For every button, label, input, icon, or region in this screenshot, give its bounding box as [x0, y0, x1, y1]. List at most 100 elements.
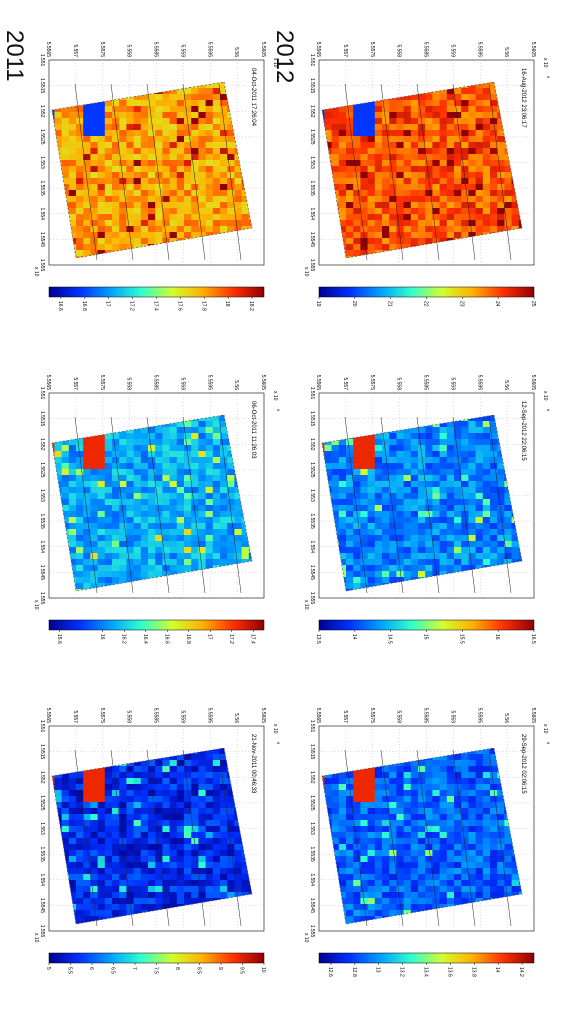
heatmap-cell: [155, 565, 163, 572]
heatmap-cell: [126, 154, 134, 161]
heatmap-cell: [155, 208, 163, 215]
heatmap-cell: [169, 493, 177, 500]
heatmap-cell: [176, 172, 184, 179]
heatmap-cell: [205, 469, 213, 476]
heatmap-cell: [418, 457, 426, 464]
heatmap-cell: [83, 517, 91, 524]
heatmap-cell: [410, 463, 418, 470]
heatmap-cell: [198, 178, 206, 185]
heatmap-cell: [205, 760, 213, 767]
heatmap-cell: [504, 190, 512, 197]
heatmap-cell: [220, 547, 228, 554]
heatmap-cell: [310, 172, 318, 179]
heatmap-cell: [475, 208, 483, 215]
heatmap-cell: [104, 790, 112, 797]
heatmap-cell: [97, 202, 105, 209]
heatmap-cell: [396, 220, 404, 227]
heatmap-cell: [184, 820, 192, 827]
heatmap-cell: [169, 268, 177, 275]
heatmap-cell: [126, 499, 134, 506]
heatmap-cell: [360, 154, 368, 161]
heatmap-cell: [198, 118, 206, 125]
heatmap-cell: [169, 166, 177, 173]
heatmap-cell: [97, 517, 105, 524]
heatmap-cell: [432, 142, 440, 149]
heatmap-cell: [446, 172, 454, 179]
heatmap-cell: [227, 214, 235, 221]
heatmap-cell: [68, 166, 76, 173]
heatmap-cell: [155, 778, 163, 785]
heatmap-cell: [205, 118, 213, 125]
heatmap-cell: [119, 844, 127, 851]
heatmap-cell: [61, 451, 69, 458]
heatmap-cell: [324, 118, 332, 125]
heatmap-cell: [148, 868, 156, 875]
heatmap-cell: [346, 124, 354, 131]
heatmap-cell: [126, 130, 134, 137]
heatmap-cell: [367, 463, 375, 470]
heatmap-cell: [61, 499, 69, 506]
heatmap-cell: [68, 802, 76, 809]
heatmap-cell: [169, 196, 177, 203]
heatmap-cell: [360, 499, 368, 506]
heatmap-cell: [83, 493, 91, 500]
heatmap-cell: [205, 124, 213, 131]
heatmap-cell: [126, 886, 134, 893]
heatmap-cell: [310, 220, 318, 227]
heatmap-cell: [338, 511, 346, 518]
heatmap-cell: [76, 868, 84, 875]
heatmap-cell: [76, 505, 84, 512]
heatmap-cell: [176, 214, 184, 221]
heatmap-cell: [198, 481, 206, 488]
heatmap-cell: [439, 184, 447, 191]
heatmap-cell: [227, 934, 235, 941]
heatmap-cell: [162, 154, 170, 161]
heatmap-cell: [169, 202, 177, 209]
heatmap-cell: [155, 184, 163, 191]
heatmap-cell: [418, 172, 426, 179]
heatmap-cell: [446, 196, 454, 203]
heatmap-cell: [162, 184, 170, 191]
heatmap-cell: [148, 439, 156, 446]
heatmap-cell: [482, 184, 490, 191]
heatmap-cell: [97, 868, 105, 875]
heatmap-cell: [382, 481, 390, 488]
heatmap-cell: [432, 196, 440, 203]
heatmap-cell: [410, 457, 418, 464]
heatmap-cell: [155, 808, 163, 815]
heatmap-cell: [68, 148, 76, 155]
heatmap-cell: [162, 838, 170, 845]
heatmap-cell: [68, 820, 76, 827]
heatmap-cell: [227, 601, 235, 608]
heatmap-cell: [482, 124, 490, 131]
heatmap-cell: [191, 523, 199, 530]
heatmap-cell: [83, 451, 91, 458]
heatmap-cell: [61, 166, 69, 173]
heatmap-cell: [418, 505, 426, 512]
heatmap-cell: [191, 160, 199, 167]
heatmap-cell: [432, 184, 440, 191]
heatmap-cell: [396, 106, 404, 113]
heatmap-cell: [403, 100, 411, 107]
heatmap-cell: [410, 511, 418, 518]
heatmap-cell: [97, 481, 105, 488]
heatmap-cell: [482, 94, 490, 101]
heatmap-cell: [205, 778, 213, 785]
x-tick-label: 1.5545: [39, 898, 45, 914]
heatmap-cell: [310, 451, 318, 458]
heatmap-cell: [40, 70, 48, 77]
heatmap-cell: [148, 565, 156, 572]
heatmap-cell: [198, 535, 206, 542]
heatmap-cell: [338, 475, 346, 482]
heatmap-cell: [403, 268, 411, 275]
heatmap-cell: [205, 487, 213, 494]
heatmap-cell: [367, 244, 375, 251]
heatmap-cell: [162, 178, 170, 185]
y-tick-label: 5.5575: [99, 375, 105, 391]
heatmap-cell: [205, 100, 213, 107]
heatmap-cell: [461, 202, 469, 209]
heatmap-cell: [169, 778, 177, 785]
heatmap-cell: [468, 94, 476, 101]
heatmap-cell: [119, 565, 127, 572]
heatmap-cell: [90, 244, 98, 251]
